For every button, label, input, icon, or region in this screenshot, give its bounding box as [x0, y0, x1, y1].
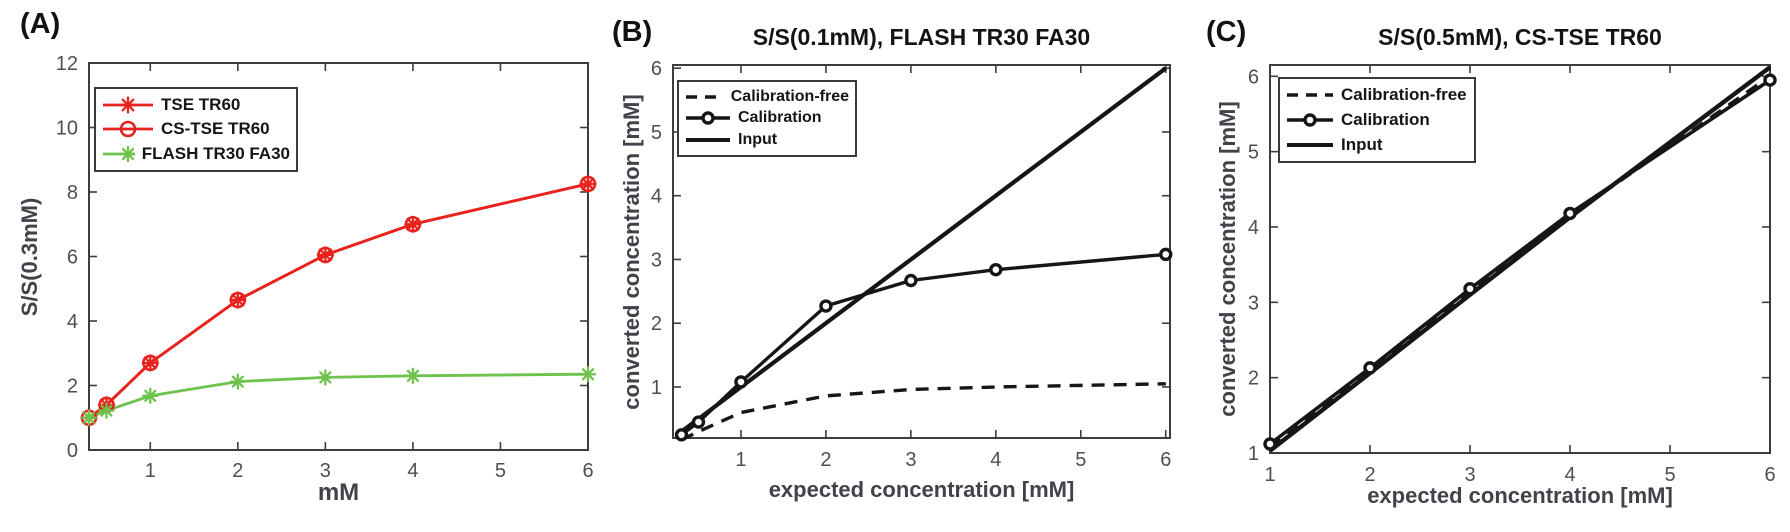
chart-title-b: S/S(0.1mM), FLASH TR30 FA30 [752, 24, 1091, 50]
legend-a: TSE TR60 CS-TSE TR60 FLASH TR30 FA30 [94, 87, 298, 172]
svg-text:4: 4 [1564, 464, 1575, 486]
legend-swatch-open-circle [103, 121, 153, 138]
svg-text:0: 0 [67, 440, 78, 462]
legend-item: Calibration-free [1286, 85, 1468, 105]
svg-text:4: 4 [407, 460, 418, 482]
panel-a: 1 2 3 4 5 6 0 2 4 6 8 10 12 (A) S/S(0.3mM) mM TSE TR… [0, 0, 600, 532]
legend-label: Input [738, 131, 778, 149]
legend-swatch-asterisk [103, 96, 153, 114]
svg-text:3: 3 [1464, 464, 1475, 486]
legend-item: CS-TSE TR60 [102, 119, 290, 139]
svg-text:2: 2 [232, 460, 243, 482]
plot-area-b: 1 2 3 4 5 6 1 2 3 4 5 6 [651, 58, 1173, 471]
legend-label: Calibration-free [730, 87, 849, 105]
legend-item: Calibration-free [685, 87, 849, 107]
legend-item: TSE TR60 [102, 95, 290, 115]
svg-text:8: 8 [67, 182, 78, 204]
svg-text:4: 4 [67, 311, 78, 333]
svg-text:10: 10 [56, 118, 78, 140]
svg-text:6: 6 [67, 247, 78, 269]
panel-letter-c: (C) [1206, 16, 1247, 48]
svg-text:1: 1 [1248, 443, 1259, 465]
plot-area-c: 1 2 3 4 5 6 1 2 3 4 5 6 [1248, 64, 1777, 486]
svg-text:2: 2 [1248, 368, 1259, 390]
legend-item: FLASH TR30 FA30 [102, 144, 290, 164]
svg-text:5: 5 [1248, 142, 1259, 164]
svg-text:1: 1 [735, 449, 746, 471]
panel-c: 1 2 3 4 5 6 1 2 3 4 5 6 (C) S/S(0.5mM), CS-TSE TR60… [1190, 0, 1790, 532]
legend-swatch-none [686, 95, 724, 99]
svg-text:6: 6 [1160, 449, 1171, 471]
legend-c: Calibration-free Calibration Input [1278, 77, 1476, 163]
legend-label: FLASH TR30 FA30 [141, 143, 290, 163]
legend-swatch-none [1287, 93, 1333, 98]
legend-item: Input [685, 130, 849, 150]
svg-text:3: 3 [1248, 292, 1259, 314]
panel-letter-b: (B) [612, 16, 653, 48]
svg-text:6: 6 [1248, 66, 1259, 88]
legend-label: CS-TSE TR60 [161, 119, 270, 139]
legend-item: Calibration [685, 108, 849, 128]
svg-text:5: 5 [651, 122, 662, 144]
legend-b: Calibration-free Calibration Input [677, 80, 857, 157]
panel-letter-a: (A) [20, 8, 61, 40]
svg-text:6: 6 [651, 58, 662, 80]
svg-text:4: 4 [651, 186, 662, 208]
svg-text:5: 5 [495, 460, 506, 482]
svg-text:1: 1 [145, 460, 156, 482]
svg-text:3: 3 [651, 249, 662, 271]
svg-text:3: 3 [320, 460, 331, 482]
svg-text:5: 5 [1075, 449, 1086, 471]
x-axis-label-a: mM [317, 479, 360, 506]
legend-label: Calibration [738, 109, 822, 127]
svg-text:2: 2 [67, 376, 78, 398]
x-axis-label-b: expected concentration [mM] [768, 477, 1075, 502]
legend-label: Input [1341, 134, 1383, 154]
legend-swatch-asterisk [103, 145, 135, 162]
y-axis-label-c: converted concentration [mM] [1215, 101, 1240, 417]
svg-text:6: 6 [1764, 464, 1775, 486]
panel-b: 1 2 3 4 5 6 1 2 3 4 5 6 (B) S/S(0.1mM), FLASH TR30 … [600, 0, 1190, 532]
svg-text:4: 4 [990, 449, 1001, 471]
svg-text:2: 2 [1364, 464, 1375, 486]
svg-text:3: 3 [905, 449, 916, 471]
legend-swatch-none [686, 138, 730, 143]
legend-label: TSE TR60 [161, 95, 241, 115]
x-axis-label-c: expected concentration [mM] [1367, 483, 1673, 508]
svg-text:12: 12 [56, 53, 78, 75]
legend-item: Input [1286, 135, 1468, 155]
y-axis-label-b: converted concentration [mM] [619, 94, 644, 410]
svg-text:2: 2 [651, 313, 662, 335]
svg-text:2: 2 [820, 449, 831, 471]
chart-title-c: S/S(0.5mM), CS-TSE TR60 [1378, 24, 1662, 50]
legend-swatch-none [1287, 142, 1333, 147]
legend-item: Calibration [1286, 110, 1468, 130]
legend-swatch-filled-circle [686, 111, 730, 126]
legend-label: Calibration-free [1341, 85, 1467, 105]
legend-swatch-filled-circle [1287, 113, 1333, 127]
svg-text:1: 1 [1264, 464, 1275, 486]
svg-text:5: 5 [1664, 464, 1675, 486]
svg-text:6: 6 [582, 460, 593, 482]
svg-text:1: 1 [651, 377, 662, 399]
y-axis-label-a: S/S(0.3mM) [17, 197, 42, 317]
legend-label: Calibration [1341, 109, 1430, 129]
svg-text:4: 4 [1248, 217, 1259, 239]
